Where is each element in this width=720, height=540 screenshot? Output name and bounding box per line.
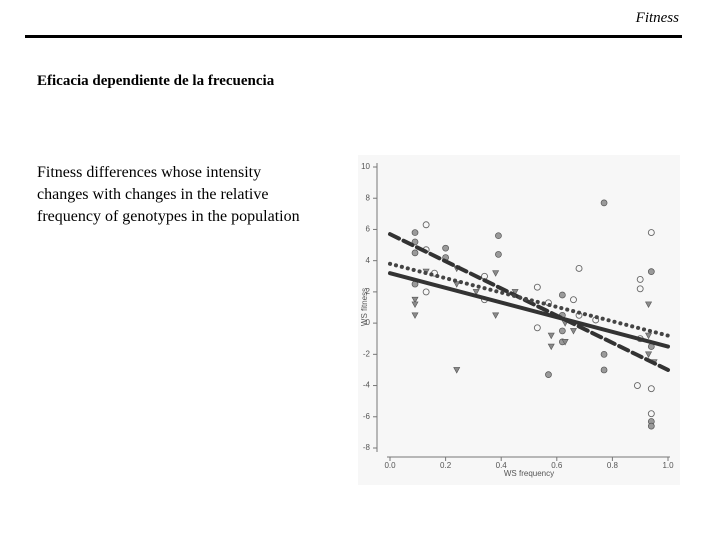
point (492, 270, 500, 277)
point (492, 312, 500, 319)
point (422, 288, 430, 296)
point (636, 285, 644, 293)
y-tick-label: 2 (366, 287, 371, 296)
point (472, 289, 480, 296)
y-axis-label: WS fitness (360, 288, 369, 326)
x-tick-label: 0.4 (496, 461, 508, 470)
point (645, 351, 653, 358)
point (647, 268, 655, 275)
y-tick-label: 0 (366, 318, 371, 327)
point (547, 343, 555, 351)
point (561, 339, 569, 346)
point (511, 289, 519, 296)
point (636, 275, 644, 283)
point (575, 265, 583, 272)
header-rule (25, 35, 682, 38)
point (411, 301, 419, 309)
point (495, 232, 502, 240)
y-tick-label: 6 (366, 225, 371, 234)
x-tick-label: 0.8 (607, 461, 619, 470)
header-title: Fitness (635, 10, 679, 26)
fit-line (388, 271, 670, 349)
point (422, 221, 430, 229)
point (633, 382, 641, 390)
point (645, 301, 653, 309)
point (453, 367, 461, 374)
point (570, 296, 577, 304)
slide-body: Fitness differences whose intensity chan… (37, 164, 300, 225)
y-tick-label: -6 (363, 412, 371, 421)
x-tick-label: 0.6 (551, 461, 563, 470)
fit-line (388, 232, 670, 372)
point (559, 291, 566, 299)
point (559, 327, 566, 335)
point (411, 296, 419, 304)
point (600, 366, 608, 374)
point (645, 332, 653, 340)
x-tick-label: 0.2 (440, 461, 452, 470)
point (600, 199, 608, 207)
point (533, 324, 541, 332)
x-tick-label: 0.0 (384, 461, 396, 470)
x-tick-label: 1.0 (662, 461, 674, 470)
point (569, 328, 577, 335)
point (411, 249, 419, 257)
point (411, 312, 419, 319)
point (545, 371, 552, 378)
y-tick-label: -4 (363, 381, 371, 390)
point (411, 229, 419, 236)
point (600, 350, 608, 358)
point (647, 229, 655, 237)
point (647, 385, 655, 393)
y-tick-label: 4 (366, 256, 371, 265)
fit-line (388, 261, 670, 338)
point (547, 332, 555, 340)
point (533, 283, 541, 291)
chart-background (358, 155, 680, 485)
point (647, 422, 655, 430)
x-axis-label: WS frequency (504, 469, 554, 478)
y-tick-label: 8 (366, 193, 371, 202)
y-tick-label: 10 (361, 162, 370, 171)
y-tick-label: -8 (363, 443, 371, 452)
point (495, 251, 502, 258)
point (442, 244, 449, 252)
point (647, 410, 655, 418)
slide-title: Eficacia dependiente de la frecuencia (37, 73, 275, 89)
y-tick-label: -2 (363, 349, 371, 358)
